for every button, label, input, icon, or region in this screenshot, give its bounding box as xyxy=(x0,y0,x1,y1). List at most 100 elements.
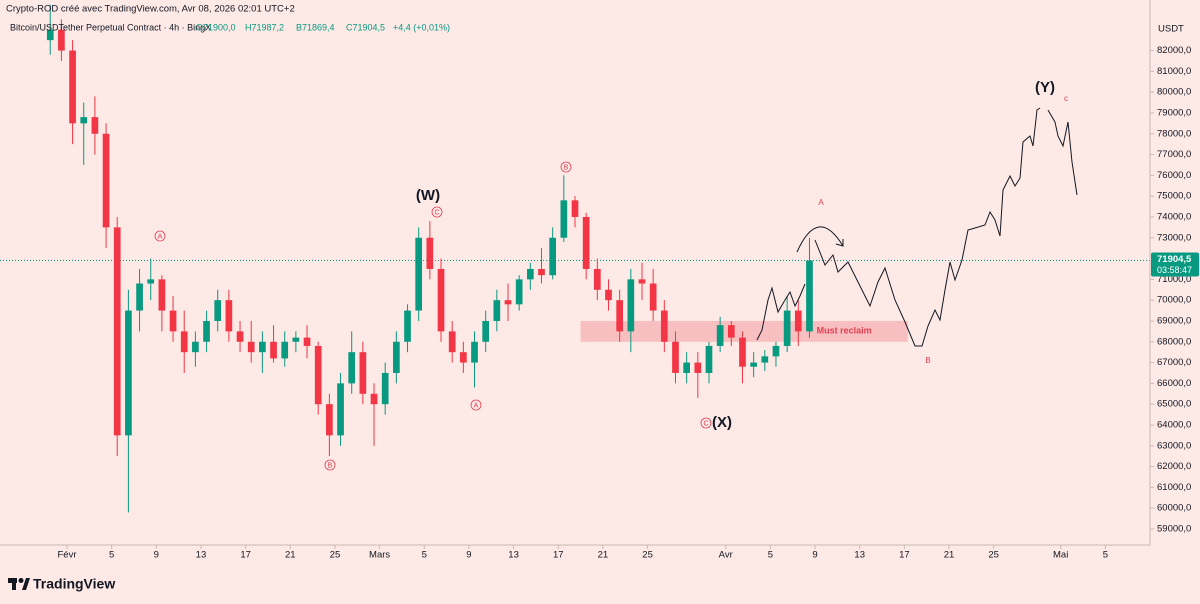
brand: TradingView xyxy=(33,576,115,592)
candle-body xyxy=(236,331,244,342)
ohlc-low: B71869,4 xyxy=(296,22,335,32)
candle-body xyxy=(136,283,143,311)
ohlc-close: C71904,5 xyxy=(346,22,385,32)
plot-area xyxy=(0,4,1150,513)
x-tick-label: 17 xyxy=(553,550,564,561)
candle-body xyxy=(348,352,356,384)
candle-body xyxy=(314,345,322,405)
x-tick-label: Mai xyxy=(1053,550,1068,561)
candle-body xyxy=(460,352,467,363)
candle-body xyxy=(326,404,333,436)
footer-bar xyxy=(0,570,1200,604)
candle-body xyxy=(147,279,155,284)
candle-body xyxy=(102,133,110,228)
candle-body xyxy=(247,341,255,353)
y-tick-label: 60000,0 xyxy=(1157,503,1191,514)
projection-arc xyxy=(796,226,844,253)
ohlc-change: +4,4 (+0,01%) xyxy=(393,22,450,32)
y-tick-label: 73000,0 xyxy=(1157,232,1191,243)
y-tick-label: 79000,0 xyxy=(1157,107,1191,118)
countdown: 03:58:47 xyxy=(1157,265,1192,275)
candle-body xyxy=(292,337,300,342)
y-tick-label: 68000,0 xyxy=(1157,336,1191,347)
logo-mark xyxy=(18,578,24,583)
logo-mark xyxy=(22,578,30,590)
candle-body xyxy=(80,117,88,124)
x-tick-label: 21 xyxy=(285,550,296,561)
y-tick-label: 65000,0 xyxy=(1157,399,1191,410)
candle-body xyxy=(593,268,601,290)
candle-body xyxy=(493,300,501,321)
wave-sub-label: C xyxy=(703,420,708,427)
projection-label: c xyxy=(1064,94,1068,103)
candle-body xyxy=(504,300,512,305)
legend-line: Bitcoin/USDTether Perpetual Contract · 4… xyxy=(10,22,450,32)
x-tick-label: 21 xyxy=(598,550,609,561)
y-tick-label: 70000,0 xyxy=(1157,295,1191,306)
y-tick-label: 77000,0 xyxy=(1157,149,1191,160)
projection-path xyxy=(756,283,806,341)
candle-body xyxy=(694,362,702,373)
candle-body xyxy=(616,300,624,332)
candle-body xyxy=(649,283,657,311)
wave-label: (W) xyxy=(416,187,440,204)
y-tick-label: 61000,0 xyxy=(1157,482,1191,493)
ohlc-open: O71900,0 xyxy=(196,22,236,32)
candle-body xyxy=(750,362,757,367)
candle-body xyxy=(203,320,210,342)
candle-body xyxy=(381,372,389,405)
circle xyxy=(431,206,443,218)
x-tick-label: Mars xyxy=(369,550,390,561)
wave-sub-label: B xyxy=(328,462,333,469)
candle-body xyxy=(660,310,668,342)
logo-mark xyxy=(12,578,16,590)
candle-body xyxy=(638,279,646,284)
x-tick-label: 5 xyxy=(422,550,427,561)
candle-body xyxy=(683,362,690,373)
wave-sub-label: B xyxy=(564,164,569,171)
wave-sub-label: A xyxy=(158,233,163,240)
candle-body xyxy=(560,200,568,238)
x-tick-label: Avr xyxy=(719,550,733,561)
wave-labels: (W) (X) (Y) A B C A B C A B c xyxy=(154,79,1068,471)
x-tick-label: 17 xyxy=(899,550,910,561)
x-tick-label: 9 xyxy=(812,550,817,561)
y-tick-label: 75000,0 xyxy=(1157,191,1191,202)
candle-body xyxy=(772,345,780,357)
candle-body xyxy=(58,29,65,51)
candle-body xyxy=(415,237,423,311)
y-tick-label: 71000,0 xyxy=(1157,274,1191,285)
y-tick-label: 67000,0 xyxy=(1157,357,1191,368)
x-tick-label: 5 xyxy=(1103,550,1108,561)
candle-body xyxy=(549,237,557,276)
x-tick-label: 25 xyxy=(988,550,999,561)
circle xyxy=(700,417,712,429)
candle-body xyxy=(214,300,222,321)
x-tick-label: 5 xyxy=(109,550,114,561)
wave-sub-label: A xyxy=(474,402,479,409)
circles xyxy=(154,161,712,471)
candle-body xyxy=(582,216,590,269)
candle-body xyxy=(482,320,490,342)
attribution: Crypto-ROD créé avec TradingView.com, Av… xyxy=(6,4,295,15)
candle-body xyxy=(192,341,199,353)
candle-body xyxy=(113,227,121,436)
circle xyxy=(560,161,572,173)
candle-body xyxy=(180,331,188,353)
candle-body xyxy=(337,383,344,436)
candle-body xyxy=(761,356,769,363)
circle xyxy=(470,399,482,411)
y-tick-label: 76000,0 xyxy=(1157,170,1191,181)
candle-body xyxy=(672,341,679,373)
x-tick-label: 5 xyxy=(768,550,773,561)
candle-body xyxy=(259,341,266,353)
candle-body xyxy=(404,310,411,342)
currency: USDT xyxy=(1158,24,1184,35)
last-price-box xyxy=(1151,252,1199,277)
candle-body xyxy=(448,331,456,353)
x-tick-label: 25 xyxy=(642,550,653,561)
projection-path xyxy=(814,107,1041,347)
x-tick-label: 13 xyxy=(196,550,207,561)
